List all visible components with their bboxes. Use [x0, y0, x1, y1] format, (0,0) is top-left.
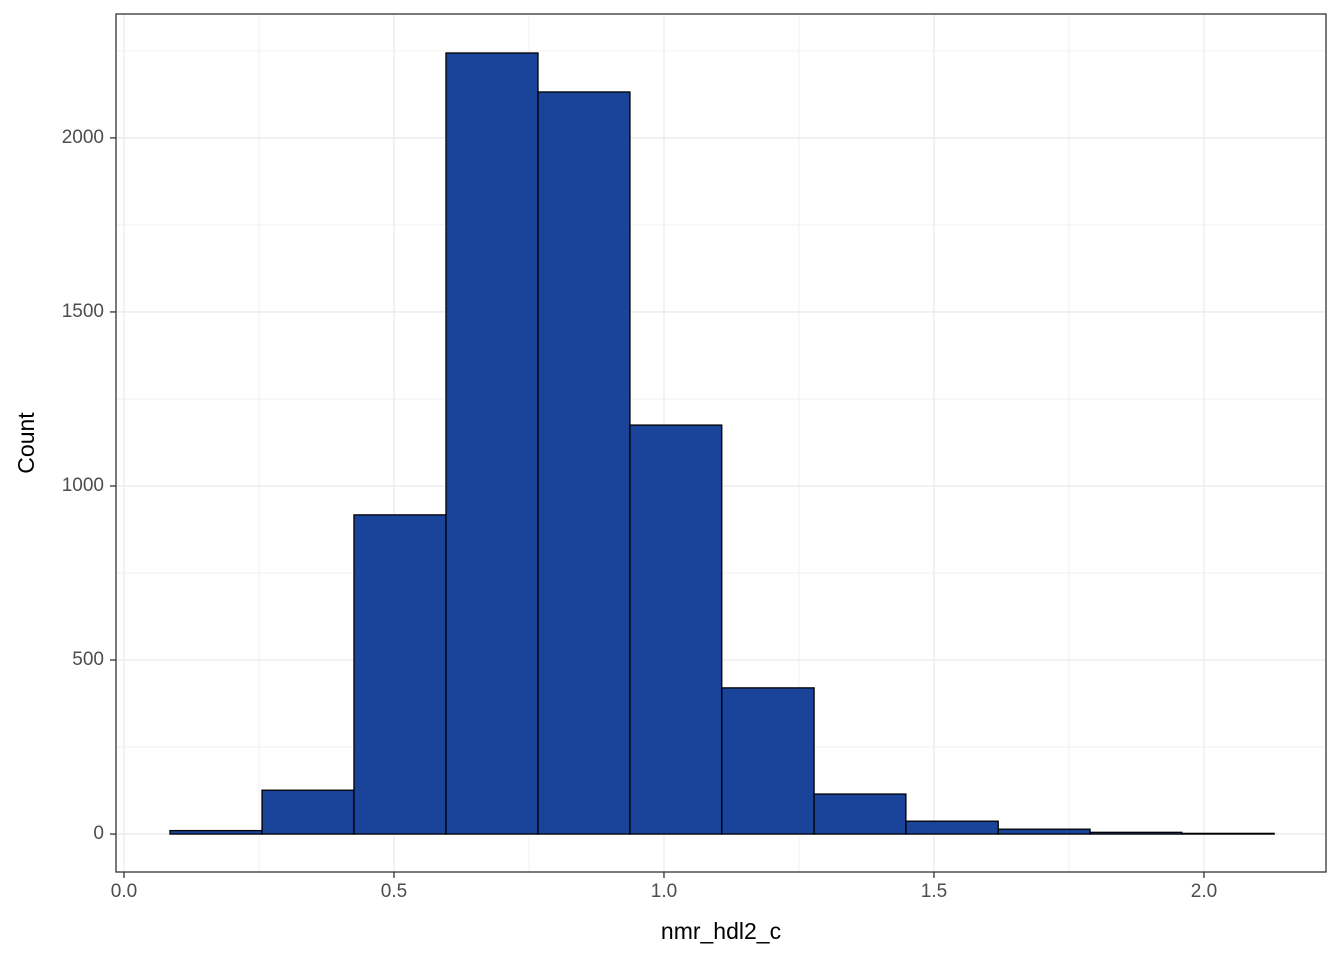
- x-axis-title: nmr_hdl2_c: [661, 918, 781, 944]
- y-tick-label: 0: [93, 823, 104, 844]
- x-tick-label: 1.0: [651, 881, 677, 902]
- x-tick-label: 2.0: [1191, 881, 1217, 902]
- y-tick-label: 1000: [62, 475, 104, 496]
- bar: [261, 789, 355, 835]
- x-tick-label: 0.0: [111, 881, 137, 902]
- bar: [997, 828, 1091, 835]
- bar: [1089, 831, 1183, 835]
- panel-border: [115, 13, 1327, 873]
- bar: [1181, 832, 1275, 835]
- y-axis-title: Count: [13, 412, 39, 474]
- bar: [721, 687, 815, 835]
- bar: [905, 820, 999, 835]
- y-tick-label: 1500: [62, 301, 104, 322]
- bar: [353, 514, 447, 835]
- x-tick-label: 1.5: [921, 881, 947, 902]
- y-tick-label: 500: [72, 649, 104, 670]
- bars: [169, 52, 1275, 835]
- bar: [445, 52, 539, 835]
- bar: [813, 793, 907, 835]
- bar: [537, 91, 631, 835]
- y-tick-label: 2000: [62, 127, 104, 148]
- bar: [629, 424, 723, 835]
- bar: [169, 829, 263, 835]
- x-tick-label: 0.5: [381, 881, 407, 902]
